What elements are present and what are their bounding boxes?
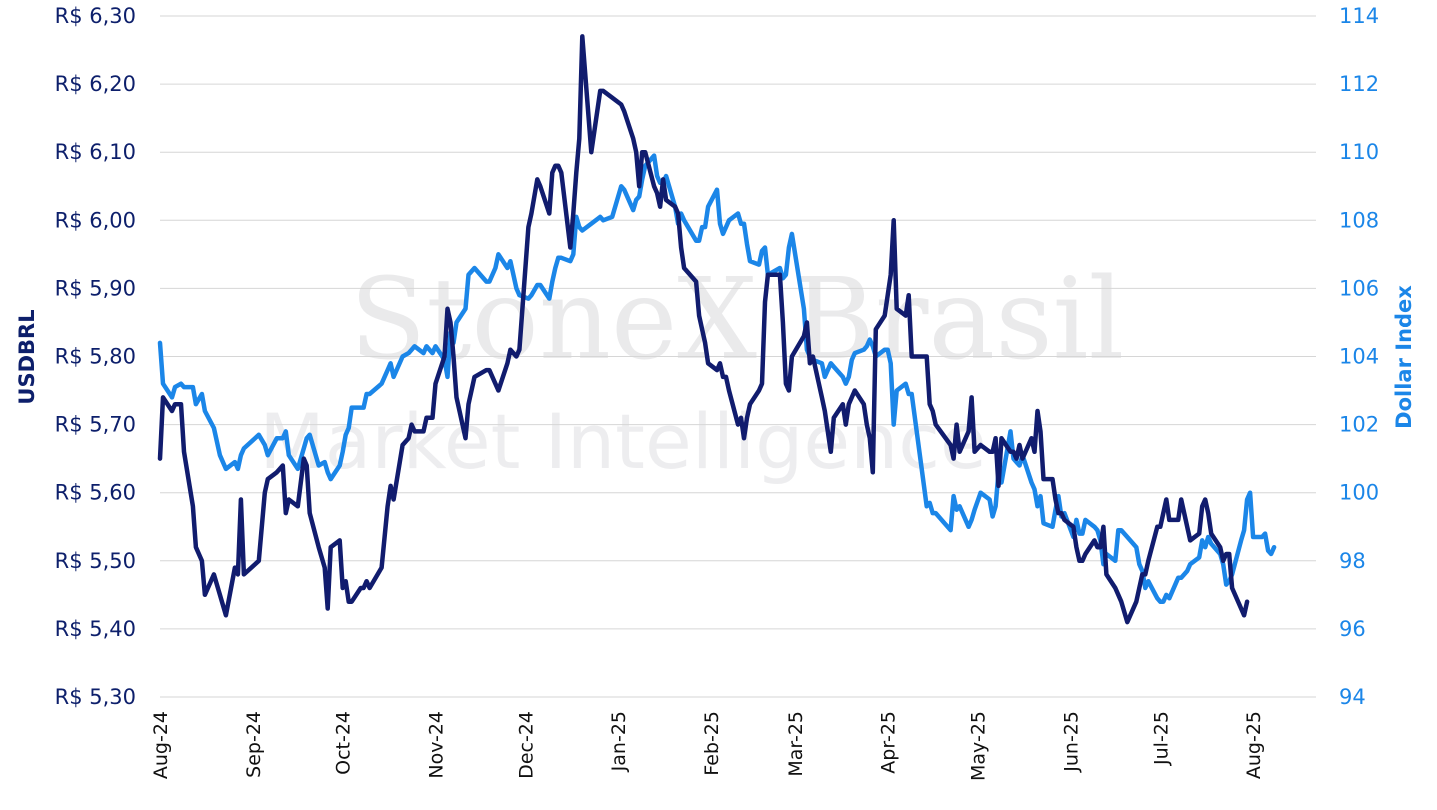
left-tick-label: R$ 5,50 [55, 549, 136, 573]
x-tick-label: Nov-24 [426, 711, 448, 779]
watermark-line-2: Market Intelligence [259, 397, 987, 486]
x-tick-label: Apr-25 [878, 711, 900, 774]
x-tick-label: Oct-24 [333, 711, 355, 775]
x-tick-label: Sep-24 [243, 711, 265, 778]
right-tick-label: 106 [1339, 276, 1379, 300]
x-tick-label: Feb-25 [701, 711, 723, 776]
right-axis-ticks: 114 112 110 108 106 104 102 100 98 96 94 [1339, 4, 1379, 709]
right-tick-label: 108 [1339, 208, 1379, 232]
right-tick-label: 112 [1339, 72, 1379, 96]
left-tick-label: R$ 5,90 [55, 276, 136, 300]
x-tick-label: Aug-24 [150, 711, 172, 779]
left-tick-label: R$ 5,60 [55, 481, 136, 505]
x-tick-label: Jan-25 [608, 711, 630, 772]
x-tick-label: Jun-25 [1060, 711, 1082, 773]
right-axis-title: Dollar Index [1392, 285, 1416, 429]
right-tick-label: 102 [1339, 413, 1379, 437]
left-tick-label: R$ 5,80 [55, 345, 136, 369]
right-tick-label: 100 [1339, 481, 1379, 505]
right-tick-label: 114 [1339, 4, 1379, 28]
left-tick-label: R$ 5,70 [55, 413, 136, 437]
right-tick-label: 98 [1339, 549, 1366, 573]
x-tick-label: May-25 [968, 711, 990, 781]
left-axis-title: USDBRL [15, 309, 39, 404]
right-tick-label: 94 [1339, 685, 1366, 709]
right-tick-label: 110 [1339, 140, 1379, 164]
right-tick-label: 96 [1339, 617, 1366, 641]
watermark-line-1: StoneX Brasil [350, 255, 1125, 385]
left-tick-label: R$ 6,00 [55, 208, 136, 232]
x-tick-label: Jul-25 [1150, 711, 1172, 766]
gridlines [160, 15, 1316, 698]
x-axis-ticks: Aug-24 Sep-24 Oct-24 Nov-24 Dec-24 Jan-25 Feb-… [150, 711, 1265, 781]
x-tick-label: Mar-25 [785, 711, 807, 777]
series-layer [157, 34, 1277, 625]
left-tick-label: R$ 5,30 [55, 685, 136, 709]
x-tick-label: Aug-25 [1243, 711, 1265, 779]
x-tick-label: Dec-24 [515, 711, 537, 779]
right-tick-label: 104 [1339, 345, 1379, 369]
left-tick-label: R$ 6,10 [55, 140, 136, 164]
left-tick-label: R$ 5,40 [55, 617, 136, 641]
left-tick-label: R$ 6,30 [55, 4, 136, 28]
left-tick-label: R$ 6,20 [55, 72, 136, 96]
usdbrl-series-line [157, 34, 1250, 625]
left-axis-ticks: R$ 6,30 R$ 6,20 R$ 6,10 R$ 6,00 R$ 5,90 R$ 5,… [55, 4, 136, 709]
